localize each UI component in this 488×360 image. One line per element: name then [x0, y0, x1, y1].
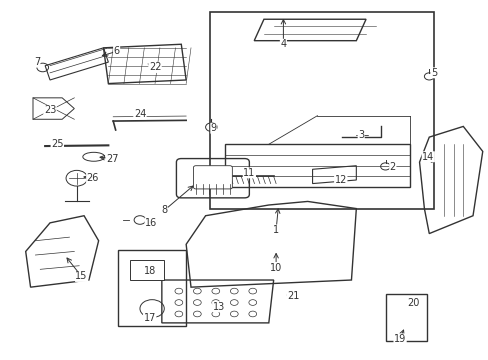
Text: 16: 16: [145, 218, 157, 228]
Text: 20: 20: [407, 298, 419, 308]
Text: 2: 2: [389, 162, 395, 172]
Text: 27: 27: [106, 154, 118, 163]
Bar: [130, 260, 164, 280]
Text: 9: 9: [210, 123, 217, 133]
Text: 17: 17: [143, 312, 156, 323]
Bar: [210, 12, 433, 208]
Text: 23: 23: [44, 105, 56, 115]
Text: 18: 18: [143, 266, 156, 276]
Text: 13: 13: [212, 302, 224, 312]
Text: 11: 11: [243, 168, 255, 178]
Text: 3: 3: [357, 130, 364, 140]
Text: 22: 22: [148, 63, 161, 72]
Text: 19: 19: [393, 334, 406, 344]
Text: 8: 8: [161, 205, 167, 215]
Text: 6: 6: [113, 46, 120, 57]
Text: 25: 25: [51, 139, 63, 149]
FancyBboxPatch shape: [193, 166, 232, 189]
Text: 4: 4: [280, 39, 286, 49]
Text: 1: 1: [272, 225, 279, 235]
Text: 15: 15: [75, 271, 88, 282]
Text: 7: 7: [34, 57, 40, 67]
Text: 5: 5: [430, 68, 436, 78]
Text: 14: 14: [421, 152, 433, 162]
Text: 10: 10: [269, 262, 282, 273]
Text: 12: 12: [334, 175, 346, 185]
Text: 24: 24: [134, 109, 146, 119]
Text: 21: 21: [286, 291, 299, 301]
Text: 26: 26: [86, 173, 99, 183]
